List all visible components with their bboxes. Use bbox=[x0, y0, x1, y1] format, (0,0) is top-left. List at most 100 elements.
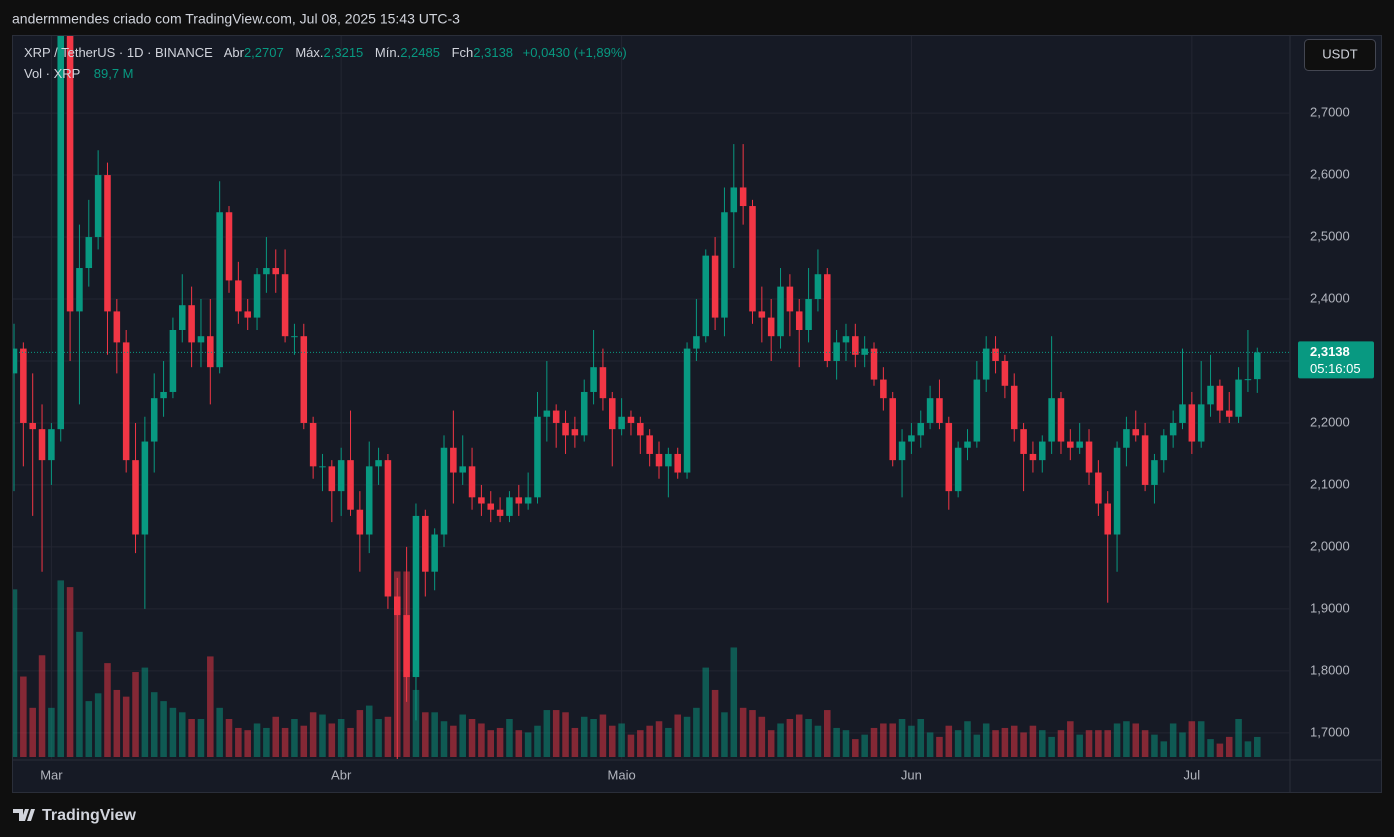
candle-body bbox=[66, 36, 74, 312]
y-tick-label: 2,1000 bbox=[1310, 476, 1350, 491]
volume-bar bbox=[365, 705, 373, 757]
volume-bar bbox=[29, 707, 36, 757]
candle-body bbox=[683, 348, 691, 473]
candle-body bbox=[216, 212, 223, 368]
candle-body bbox=[113, 311, 121, 343]
volume-bar bbox=[1169, 723, 1177, 757]
volume-bar bbox=[422, 712, 429, 757]
volume-bar bbox=[291, 719, 298, 757]
volume-bar bbox=[936, 736, 943, 757]
volume-bar bbox=[1235, 719, 1242, 757]
candle-body bbox=[917, 422, 925, 436]
candle-body bbox=[188, 305, 195, 343]
x-tick-label: Jul bbox=[1184, 767, 1201, 782]
volume-bar bbox=[534, 725, 541, 757]
open-label: Abr bbox=[224, 45, 245, 60]
candle-body bbox=[478, 497, 485, 504]
candle-body bbox=[1151, 460, 1158, 485]
candle-body bbox=[132, 460, 139, 535]
volume-bar bbox=[683, 716, 691, 757]
chart-pane bbox=[12, 35, 1382, 793]
candle-body bbox=[982, 348, 990, 380]
volume-bar bbox=[104, 663, 111, 757]
candle-body bbox=[1067, 441, 1074, 448]
volume-bar bbox=[319, 714, 326, 757]
legend-line: XRP / TetherUS · 1D · BINANCE Abr2,2707 … bbox=[24, 45, 627, 60]
candle-body bbox=[870, 348, 878, 380]
candle-body bbox=[150, 398, 158, 442]
candle-body bbox=[655, 453, 663, 467]
volume-bar bbox=[337, 719, 345, 757]
volume-bar bbox=[608, 725, 616, 757]
volume-bar bbox=[450, 725, 457, 757]
candle-body bbox=[880, 379, 887, 399]
candle-body bbox=[758, 311, 766, 318]
volume-bar bbox=[777, 723, 784, 757]
volume-bar bbox=[637, 730, 644, 757]
volume-bar bbox=[1179, 732, 1186, 757]
y-tick-label: 2,4000 bbox=[1310, 290, 1350, 305]
candle-body bbox=[552, 410, 560, 423]
candle-body bbox=[637, 422, 644, 436]
volume-bar bbox=[412, 689, 420, 757]
x-tick-label: Jun bbox=[901, 767, 922, 782]
candle-body bbox=[1244, 379, 1252, 381]
volume-bar bbox=[805, 719, 812, 757]
candle-body bbox=[1113, 447, 1121, 535]
volume-bar bbox=[1020, 732, 1027, 757]
candle-body bbox=[207, 336, 214, 368]
candle-body bbox=[1039, 441, 1046, 461]
volume-bar bbox=[85, 701, 93, 757]
candle-body bbox=[889, 398, 896, 461]
volume-bar bbox=[1048, 736, 1055, 757]
volume-bar bbox=[197, 719, 205, 757]
volume-bar bbox=[207, 656, 214, 757]
candle-body bbox=[1104, 503, 1111, 535]
logo-mark bbox=[13, 809, 35, 821]
candle-body bbox=[1169, 422, 1177, 436]
candle-body bbox=[328, 466, 336, 492]
volume-bar bbox=[702, 667, 710, 757]
volume-legend: Vol · XRP 89,7 M bbox=[24, 66, 134, 81]
candle-body bbox=[786, 286, 794, 312]
volume-bar bbox=[309, 712, 317, 757]
currency[interactable]: USDT bbox=[1322, 46, 1357, 61]
candle-body bbox=[1132, 429, 1140, 436]
low-value: 2,2485 bbox=[400, 45, 440, 60]
candle-body bbox=[590, 367, 597, 392]
candle-body bbox=[141, 441, 149, 535]
last-price-label: 2,3138 bbox=[1310, 344, 1350, 359]
candle-body bbox=[356, 509, 364, 535]
candle-body bbox=[169, 329, 177, 392]
last-price-tag bbox=[1298, 341, 1374, 379]
currency-button[interactable] bbox=[1304, 39, 1376, 71]
candle-body bbox=[122, 342, 130, 461]
candle-body bbox=[1123, 429, 1130, 448]
y-tick-label: 2,6000 bbox=[1310, 166, 1350, 181]
candle-body bbox=[309, 422, 317, 467]
candle-body bbox=[272, 268, 280, 275]
volume-bar bbox=[1151, 734, 1158, 757]
candle-body bbox=[721, 212, 728, 318]
volume-bar bbox=[356, 710, 364, 757]
volume-bar bbox=[749, 710, 756, 757]
candle-body bbox=[291, 336, 298, 338]
volume-bar bbox=[711, 689, 719, 757]
candle-body bbox=[1001, 360, 1009, 386]
candle-body bbox=[253, 274, 261, 318]
close-value: 2,3138 bbox=[473, 45, 513, 60]
brand: TradingView bbox=[42, 807, 137, 824]
candle-body bbox=[954, 447, 962, 492]
high-value: 2,3215 bbox=[324, 45, 364, 60]
high-label: Máx. bbox=[295, 45, 323, 60]
candle-body bbox=[1095, 472, 1102, 504]
candle-body bbox=[1020, 429, 1027, 454]
volume-bar bbox=[945, 725, 953, 757]
y-tick-label: 1,8000 bbox=[1310, 662, 1350, 677]
volume-bar bbox=[795, 714, 803, 757]
volume-bar bbox=[253, 723, 261, 757]
candle-body bbox=[85, 237, 93, 269]
symbol: XRP / TetherUS · 1D · BINANCE bbox=[24, 45, 213, 60]
candle-body bbox=[702, 255, 710, 337]
candle-body bbox=[29, 422, 36, 430]
